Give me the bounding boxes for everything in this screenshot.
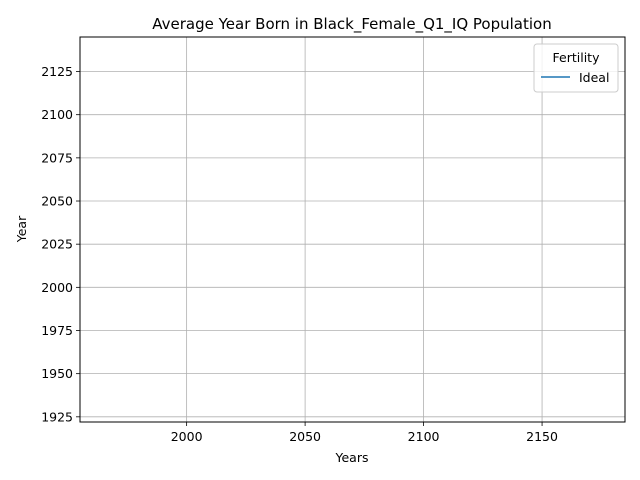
x-tick-label: 2000 [171,429,203,444]
y-tick-label: 2025 [41,237,73,252]
y-tick-label: 1975 [41,323,73,338]
y-tick-label: 2050 [41,194,73,209]
y-tick-label: 2000 [41,280,73,295]
legend-title: Fertility [553,50,601,65]
plot-frame [79,36,626,423]
legend-label-ideal: Ideal [579,70,609,85]
y-axis: 1925 1950 1975 2000 2025 2050 2075 2100 2125 [41,64,80,424]
y-axis-label: Year [14,215,29,243]
grid [80,37,625,422]
x-axis: 2000 2050 2100 2150 [171,422,558,444]
y-tick-label: 2075 [41,150,73,165]
y-tick-label: 2100 [41,107,73,122]
x-axis-label: Years [335,450,369,465]
chart-title: Average Year Born in Black_Female_Q1_IQ … [152,15,551,34]
y-tick-label: 1925 [41,409,73,424]
x-tick-label: 2050 [289,429,321,444]
legend: Fertility Ideal [533,43,619,93]
x-tick-label: 2150 [526,429,558,444]
y-tick-label: 1950 [41,366,73,381]
legend-box [533,43,619,93]
x-tick-label: 2100 [408,429,440,444]
y-tick-label: 2125 [41,64,73,79]
